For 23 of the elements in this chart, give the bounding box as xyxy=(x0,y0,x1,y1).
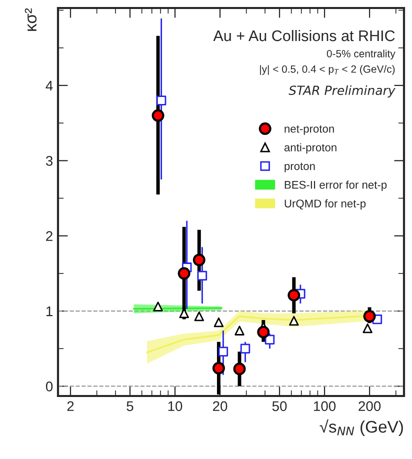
legend-label: BES-II error for net-p xyxy=(284,180,387,191)
x-tick-label: 20 xyxy=(212,401,228,412)
x-tick-label: 5 xyxy=(126,401,134,412)
annotation: 0-5% centrality xyxy=(326,50,396,60)
x-tick-label: 50 xyxy=(272,401,287,412)
annotation: Au + Au Collisions at RHIC xyxy=(213,30,395,42)
y-tick-label: 1 xyxy=(46,306,52,316)
legend-label: UrQMD for net-p xyxy=(284,199,366,210)
annotation: STAR Preliminary xyxy=(288,85,396,98)
legend-label: proton xyxy=(284,162,315,172)
x-tick-label: 200 xyxy=(358,401,381,412)
y-axis-title: κσ² xyxy=(24,8,37,31)
y-tick-label: 2 xyxy=(46,231,52,241)
y-tick-label: 3 xyxy=(46,156,53,166)
x-axis-title: √s$_{NN}$ (GeV) xyxy=(320,419,403,436)
x-tick-label: 10 xyxy=(168,401,182,412)
annotation: |y| < 0.5, 0.4 < p$_{T}$ < 2 (GeV/c) xyxy=(260,65,395,75)
legend-label: net-proton xyxy=(284,125,334,135)
x-tick-label: 2 xyxy=(67,401,74,411)
y-tick-label: 0 xyxy=(46,382,53,392)
y-tick-label: 4 xyxy=(46,80,53,90)
legend-label: anti-proton xyxy=(284,143,336,154)
x-tick-label: 100 xyxy=(314,401,336,412)
